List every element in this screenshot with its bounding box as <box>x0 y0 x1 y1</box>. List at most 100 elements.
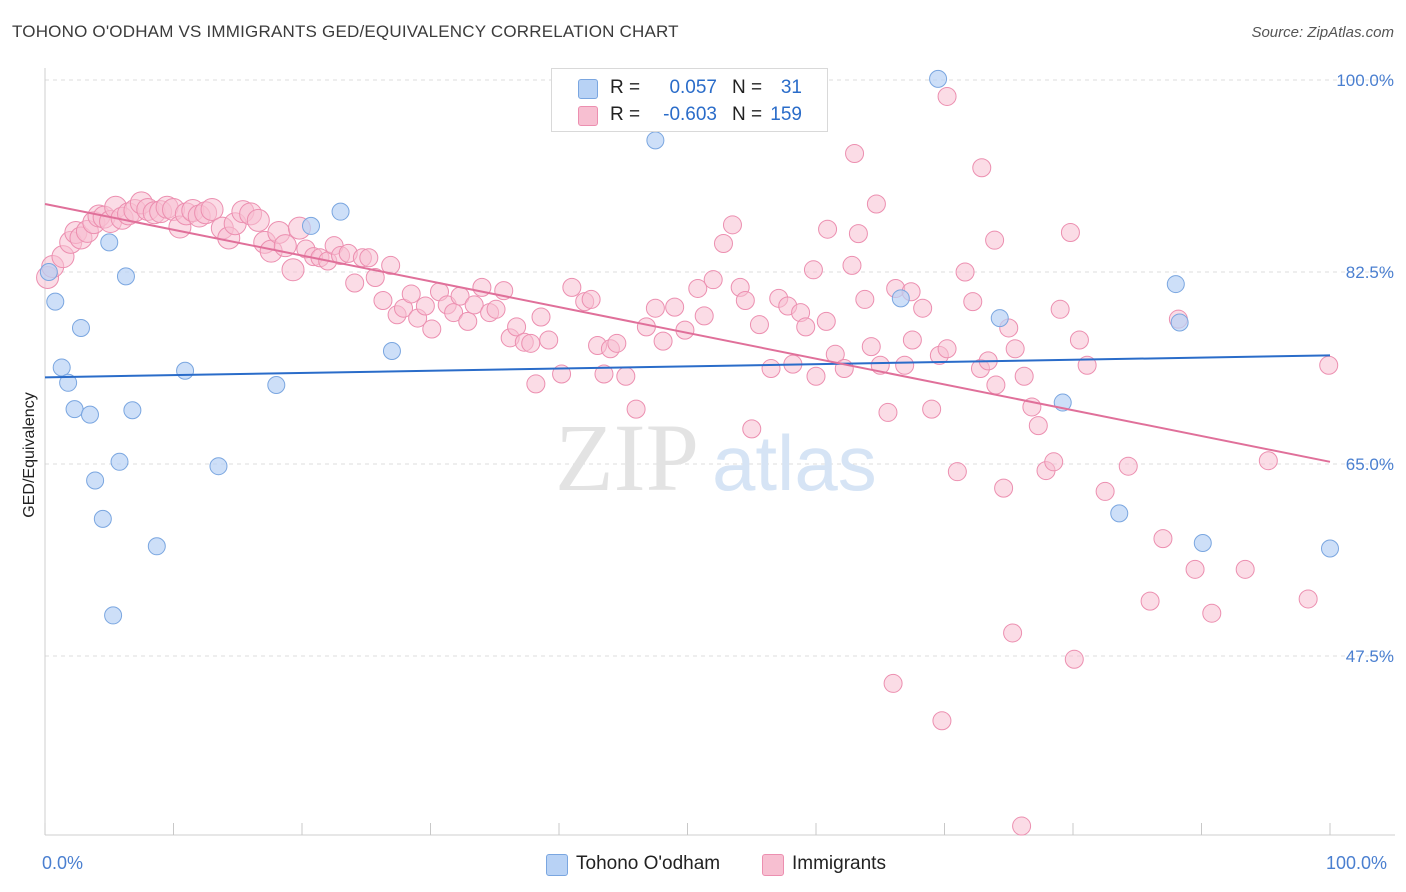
immigrants-point <box>688 278 708 298</box>
legend-n-label: N = <box>732 77 763 98</box>
tohono-point <box>646 131 665 150</box>
legend-r-label: R = <box>610 104 641 125</box>
tohono-point <box>990 309 1009 328</box>
immigrants-point <box>1014 366 1034 386</box>
immigrants-point <box>1319 355 1339 375</box>
bottom-legend-swatch-pink <box>762 854 784 876</box>
immigrants-point <box>883 673 903 693</box>
immigrants-point <box>735 291 755 311</box>
immigrants-point <box>1202 603 1222 623</box>
immigrants-regression-line <box>44 202 1331 463</box>
immigrants-point <box>1012 816 1032 836</box>
immigrants-point <box>616 366 636 386</box>
immigrants-point <box>1298 589 1318 609</box>
legend-r-label: R = <box>610 77 641 98</box>
tohono-point <box>382 341 401 360</box>
immigrants-point <box>895 355 915 375</box>
y-tick-label: 100.0% <box>1336 71 1394 90</box>
legend-n-value: 31 <box>780 77 802 98</box>
x-tick-label-max: 100.0% <box>1326 853 1388 873</box>
legend-swatch-pink <box>578 106 598 126</box>
tohono-point <box>1170 313 1189 332</box>
immigrants-point <box>742 419 762 439</box>
legend-swatch-blue <box>578 79 598 99</box>
tohono-regression-line <box>44 354 1331 379</box>
immigrants-point <box>866 194 886 214</box>
immigrants-point <box>1077 355 1097 375</box>
immigrants-point <box>365 267 385 287</box>
watermark-zip: ZIP <box>555 404 699 511</box>
legend-row-tohono: R = 0.057 N = 31 <box>552 75 827 101</box>
tohono-point <box>209 457 228 476</box>
immigrants-point <box>1060 223 1080 243</box>
immigrants-point <box>703 270 723 290</box>
immigrants-point <box>373 291 393 311</box>
bottom-legend-label: Tohono O'odham <box>576 853 721 874</box>
immigrants-point <box>1003 623 1023 643</box>
immigrants-point <box>246 208 270 232</box>
immigrants-point <box>878 402 898 422</box>
tohono-point <box>59 373 78 392</box>
regression-lines <box>44 202 1331 463</box>
tohono-point <box>1321 539 1339 558</box>
immigrants-point <box>607 333 627 353</box>
immigrants-point <box>562 277 582 297</box>
immigrants-point <box>626 399 646 419</box>
tohono-point <box>1110 504 1129 523</box>
immigrants-point <box>848 224 868 244</box>
tohono-point <box>147 537 166 556</box>
tohono-point <box>71 318 90 337</box>
immigrants-point <box>803 260 823 280</box>
immigrants-point <box>594 364 614 384</box>
source-label: Source: ZipAtlas.com <box>1251 24 1394 41</box>
chart-title: TOHONO O'ODHAM VS IMMIGRANTS GED/EQUIVAL… <box>12 22 679 41</box>
immigrants-point <box>486 299 506 319</box>
immigrants-point <box>521 333 541 353</box>
tohono-point <box>116 267 135 286</box>
immigrants-point <box>1028 416 1048 436</box>
tohono-point <box>104 606 123 625</box>
immigrants-point <box>713 233 733 253</box>
axes <box>44 68 1395 836</box>
immigrants-point <box>653 331 673 351</box>
immigrants-point <box>1153 529 1173 549</box>
immigrants-point <box>539 330 559 350</box>
immigrants-point <box>415 296 435 316</box>
immigrants-point <box>401 284 421 304</box>
immigrants-point <box>665 297 685 317</box>
tohono-point <box>80 405 99 424</box>
immigrants-point <box>1064 649 1084 669</box>
tohono-point <box>93 509 112 528</box>
immigrants-point <box>994 478 1014 498</box>
immigrants-point <box>464 295 484 315</box>
tohono-point <box>110 452 129 471</box>
immigrants-point <box>345 273 365 293</box>
immigrants-point <box>796 317 816 337</box>
immigrants-point <box>531 307 551 327</box>
tohono-point <box>1193 533 1212 552</box>
tohono-point <box>86 471 105 490</box>
immigrants-point <box>1044 452 1064 472</box>
legend-row-immigrants: R = -0.603 N = 159 <box>552 102 827 128</box>
immigrants-point <box>922 399 942 419</box>
immigrants-point <box>1095 481 1115 501</box>
immigrants-point <box>526 374 546 394</box>
tohono-point <box>39 263 58 281</box>
immigrants-point <box>694 306 714 326</box>
watermark-atlas: atlas <box>712 419 877 507</box>
immigrants-point <box>507 317 527 337</box>
tohono-point <box>52 358 71 377</box>
immigrants-point <box>1185 559 1205 579</box>
watermark: ZIP atlas <box>555 404 877 511</box>
immigrants-point <box>1235 559 1255 579</box>
y-axis-label: GED/Equivalency <box>21 392 38 518</box>
immigrants-point <box>845 144 865 164</box>
immigrants-point <box>937 339 957 359</box>
immigrants-point <box>458 311 478 331</box>
immigrants-point <box>806 366 826 386</box>
immigrants-point <box>381 255 401 275</box>
immigrants-point <box>986 375 1006 395</box>
immigrants-point <box>816 311 836 331</box>
immigrants-point <box>749 315 769 335</box>
tohono-point <box>891 289 910 308</box>
